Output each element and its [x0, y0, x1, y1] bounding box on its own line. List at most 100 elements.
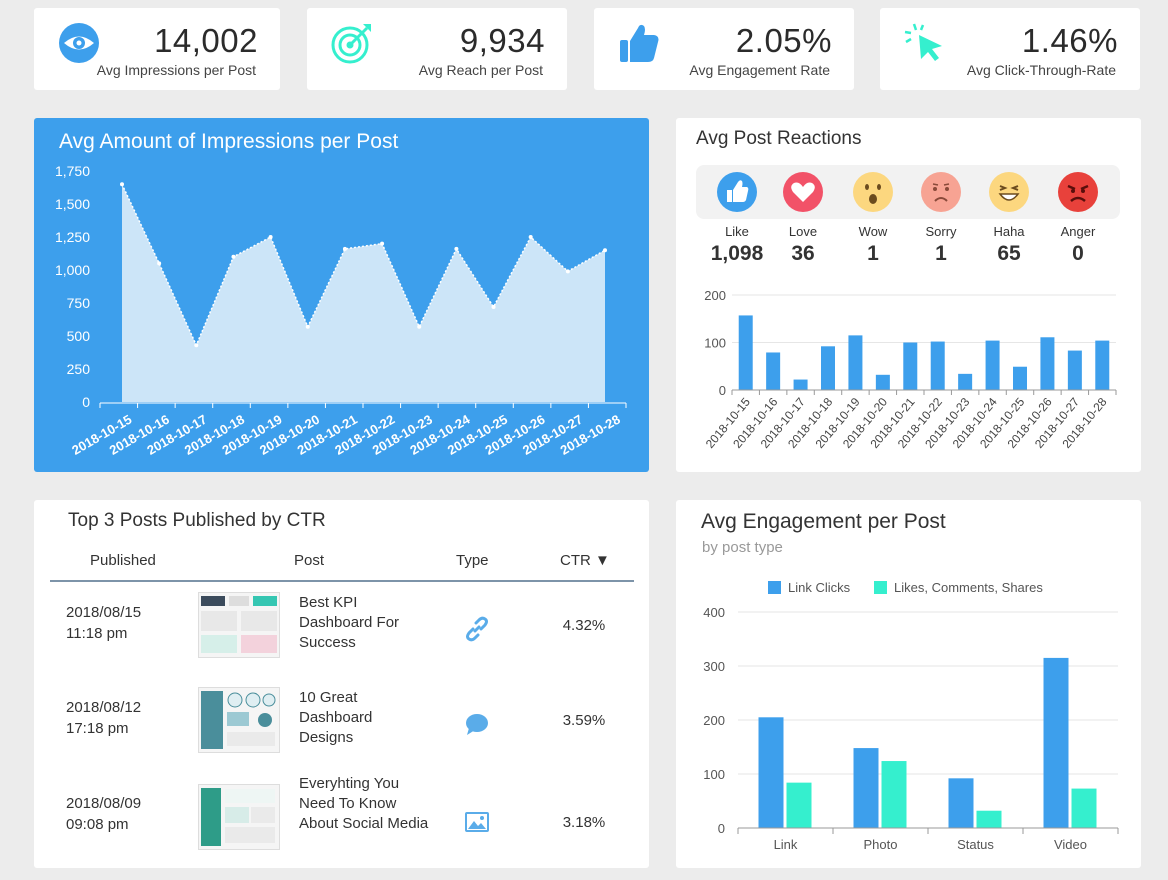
impressions-point[interactable] — [157, 261, 162, 266]
anger-icon — [1058, 172, 1098, 212]
y-tick-label: 400 — [703, 605, 725, 620]
engagement-bar[interactable] — [758, 717, 784, 828]
y-tick-label: 100 — [703, 767, 725, 782]
impressions-point[interactable] — [120, 182, 124, 187]
card-title: Top 3 Posts Published by CTR — [68, 510, 326, 531]
reaction-value: 65 — [997, 242, 1021, 265]
impressions-point[interactable] — [565, 269, 570, 274]
y-tick-label: 1,000 — [55, 262, 90, 278]
card-title: Avg Engagement per Post — [701, 510, 946, 533]
post-thumbnail[interactable] — [198, 687, 280, 753]
kpi-reach: 9,934 Avg Reach per Post — [307, 8, 567, 90]
table-row[interactable]: 2018/08/09 09:08 pm Everyhting You Need T… — [34, 772, 649, 862]
legend-item[interactable]: Link Clicks — [768, 580, 850, 595]
published-date: 2018/08/12 17:18 pm — [66, 699, 142, 737]
reaction-bar[interactable] — [848, 335, 863, 390]
reaction-bar[interactable] — [1067, 350, 1082, 390]
reaction-bar[interactable] — [875, 374, 890, 390]
impressions-point[interactable] — [491, 304, 496, 309]
reaction-bar[interactable] — [766, 352, 781, 390]
engagement-bar[interactable] — [948, 778, 974, 828]
kpi-value: 2.05% — [735, 22, 832, 59]
love-icon — [783, 172, 823, 212]
reaction-bar[interactable] — [930, 341, 945, 390]
impressions-area — [122, 184, 605, 402]
column-header-published[interactable]: Published — [90, 552, 156, 569]
reaction-bar[interactable] — [1095, 340, 1110, 390]
image-icon — [465, 812, 489, 832]
post-thumbnail[interactable] — [198, 784, 280, 850]
impressions-point[interactable] — [417, 324, 422, 329]
post-title[interactable]: Best KPI Dashboard For Success — [299, 594, 400, 651]
post-title[interactable]: Everyhting You Need To Know About Social… — [299, 775, 429, 832]
engagement-bar[interactable] — [786, 782, 812, 828]
kpi-label: Avg Impressions per Post — [96, 62, 256, 78]
y-tick-label: 0 — [82, 394, 90, 410]
column-header-ctr[interactable]: CTR ▼ — [560, 552, 610, 569]
impressions-point[interactable] — [231, 254, 236, 259]
y-tick-label: 0 — [719, 383, 726, 398]
reaction-bar[interactable] — [1040, 337, 1055, 390]
y-tick-label: 300 — [703, 659, 725, 674]
haha-icon — [989, 172, 1029, 212]
sorry-icon — [921, 172, 961, 212]
impressions-point[interactable] — [342, 246, 347, 251]
engagement-bar[interactable] — [976, 810, 1002, 828]
column-header-post[interactable]: Post — [294, 552, 325, 569]
kpi-impressions: 14,002 Avg Impressions per Post — [34, 8, 280, 90]
reaction-value: 36 — [791, 242, 815, 265]
engagement-bar[interactable] — [1043, 657, 1069, 828]
reaction-bar[interactable] — [985, 340, 1000, 390]
y-tick-label: 1,500 — [55, 196, 90, 212]
x-tick-label: Link — [774, 837, 798, 852]
wow-icon — [853, 172, 893, 212]
reaction-value: 1,098 — [710, 242, 764, 265]
impressions-point[interactable] — [603, 248, 607, 253]
published-date: 2018/08/09 09:08 pm — [66, 795, 142, 833]
engagement-bar[interactable] — [853, 748, 879, 828]
impressions-chart-card: Avg Amount of Impressions per Post 0 250 5… — [34, 118, 649, 472]
chart-title: Avg Amount of Impressions per Post — [59, 130, 399, 153]
reaction-bar[interactable] — [958, 373, 973, 390]
table-row[interactable]: 2018/08/15 11:18 pm Best KPI Dashboard Fo… — [34, 582, 649, 672]
reaction-bar[interactable] — [821, 346, 835, 390]
reaction-label: Like — [725, 224, 749, 239]
reaction-bar[interactable] — [1013, 366, 1027, 390]
like-icon — [717, 172, 757, 212]
ctr-value: 3.59% — [562, 712, 606, 729]
impressions-line — [121, 183, 606, 348]
reaction-bar[interactable] — [903, 342, 918, 391]
legend-item[interactable]: Likes, Comments, Shares — [874, 580, 1043, 595]
reaction-label: Love — [788, 224, 818, 239]
y-tick-label: 100 — [704, 336, 726, 351]
kpi-value: 1.46% — [1021, 22, 1118, 59]
y-tick-label: 1,250 — [55, 229, 90, 245]
kpi-engagement-rate: 2.05% Avg Engagement Rate — [594, 8, 854, 90]
impressions-point[interactable] — [268, 235, 273, 239]
impressions-point[interactable] — [305, 324, 310, 329]
impressions-point[interactable] — [454, 246, 459, 251]
reaction-label: Anger — [1060, 224, 1096, 239]
link-icon — [466, 616, 488, 642]
engagement-chart: 0 100 200 300 400 Link Photo Status Video — [703, 605, 1119, 852]
impressions-point[interactable] — [528, 235, 533, 239]
reaction-value: 1 — [935, 242, 947, 265]
post-title[interactable]: 10 Great Dashboard Designs — [299, 689, 373, 746]
y-tick-label: 200 — [703, 713, 725, 728]
ctr-value: 3.18% — [562, 814, 606, 831]
reaction-value: 1 — [867, 242, 879, 265]
card-subtitle: by post type — [702, 539, 783, 556]
reaction-bar[interactable] — [793, 379, 808, 390]
engagement-bar[interactable] — [881, 761, 907, 828]
post-thumbnail[interactable] — [198, 592, 280, 658]
engagement-bar[interactable] — [1071, 788, 1097, 828]
table-row[interactable]: 2018/08/12 17:18 pm 10 Great Dashboard De… — [34, 677, 649, 767]
reaction-label: Wow — [858, 224, 888, 239]
impressions-point[interactable] — [194, 343, 199, 348]
target-icon — [331, 24, 371, 64]
reaction-bar[interactable] — [738, 315, 753, 390]
impressions-point[interactable] — [380, 241, 385, 246]
column-header-type[interactable]: Type — [456, 552, 489, 569]
thumbs-up-icon — [620, 24, 659, 62]
x-tick-label: Status — [957, 837, 994, 852]
